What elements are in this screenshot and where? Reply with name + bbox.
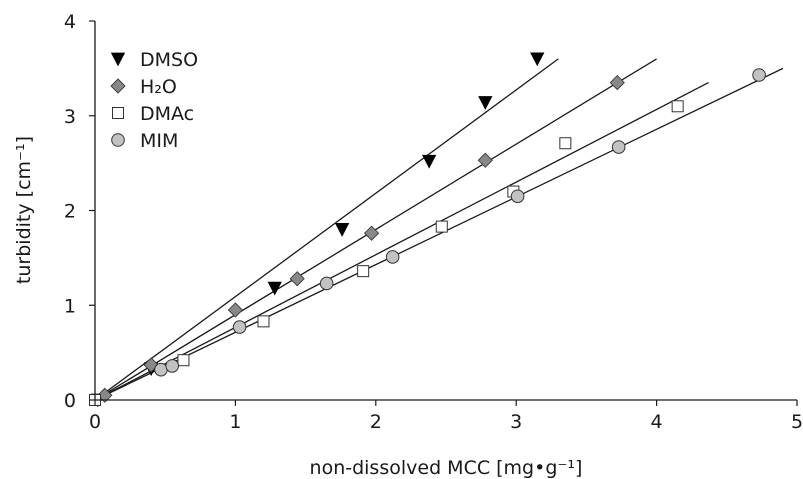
data-point [363,225,380,241]
fit-line [94,58,657,401]
data-point [289,271,305,287]
data-point [559,137,572,150]
data-point [611,140,626,154]
legend-label: DMSO [140,49,198,71]
fit-line [94,58,559,401]
data-point [477,152,493,168]
x-tick-label: 0 [89,411,101,433]
x-tick-label: 5 [791,411,803,433]
data-point [510,189,525,204]
x-tick-label: 1 [229,411,241,433]
fit-line [94,67,784,401]
legend-label: DMAc [140,103,194,125]
fit-line [94,82,709,401]
legend-marker [110,78,126,94]
y-tick-label: 2 [64,201,76,223]
legend-label: MIM [140,130,178,152]
data-point [357,265,370,278]
data-point [609,74,625,91]
data-point [97,387,113,403]
x-axis-title: non-dissolved MCC [mg•g⁻¹] [310,457,583,479]
data-point [267,281,282,296]
axis-ticks: 0 1 2 3 4 5 0 1 2 3 4 [64,11,803,433]
data-point [334,223,350,237]
data-point [530,52,545,67]
data-point [752,68,766,82]
data-point [154,362,168,377]
data-point [385,250,400,264]
data-point [257,315,270,328]
data-point [671,100,684,113]
axes [94,21,797,401]
data-point [177,354,190,367]
legend-label: H₂O [140,76,177,98]
fit-lines [94,58,784,401]
y-tick-label: 3 [64,106,76,128]
data-point [319,276,334,291]
data-point [478,96,493,110]
legend: DMSO H₂O DMAc MIM [110,49,198,152]
data-point [421,154,437,169]
y-axis-title: turbidity [cm⁻¹] [13,136,35,284]
x-tick-label: 4 [651,411,663,433]
data-point [165,359,180,373]
y-tick-label: 0 [64,390,76,412]
legend-marker [111,133,125,147]
x-tick-label: 3 [510,411,522,433]
data-point [232,320,247,334]
legend-marker [110,52,126,67]
data-point [227,302,244,318]
y-tick-label: 4 [64,11,76,33]
data-markers [89,52,766,408]
legend-marker [112,107,124,119]
y-tick-label: 1 [64,295,76,317]
x-tick-label: 2 [370,411,382,433]
data-point [435,220,448,233]
